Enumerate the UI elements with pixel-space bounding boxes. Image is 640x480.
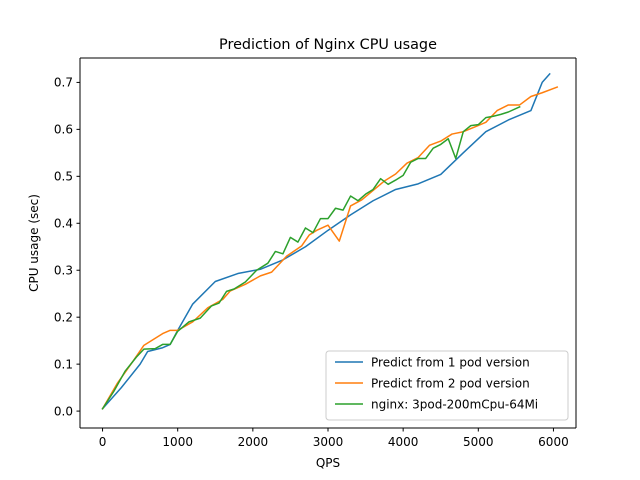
x-tick-label: 0 xyxy=(99,435,107,449)
x-tick-label: 6000 xyxy=(538,435,569,449)
x-axis-ticks: 0 1000 2000 3000 4000 5000 6000 xyxy=(99,428,569,449)
legend-label-3: nginx: 3pod-200mCpu-64Mi xyxy=(371,397,538,411)
x-tick-label: 1000 xyxy=(162,435,193,449)
chart-title: Prediction of Nginx CPU usage xyxy=(219,37,437,53)
y-axis-label: CPU usage (sec) xyxy=(27,194,41,292)
y-tick-label: 0.7 xyxy=(54,76,73,90)
y-axis-ticks: 0.0 0.1 0.2 0.3 0.4 0.5 0.6 0.7 xyxy=(54,76,80,418)
legend: Predict from 1 pod version Predict from 2… xyxy=(325,350,569,421)
y-tick-label: 0.3 xyxy=(54,264,73,278)
x-axis-label: QPS xyxy=(316,456,340,470)
y-tick-label: 0.6 xyxy=(54,123,73,137)
y-tick-label: 0.5 xyxy=(54,170,73,184)
y-tick-label: 0.1 xyxy=(54,357,73,371)
series-line-3 xyxy=(101,105,521,410)
x-tick-label: 3000 xyxy=(313,435,344,449)
x-tick-label: 5000 xyxy=(463,435,494,449)
x-tick-label: 2000 xyxy=(238,435,269,449)
legend-label-2: Predict from 2 pod version xyxy=(371,376,530,390)
series-layer xyxy=(101,72,559,410)
y-tick-label: 0.4 xyxy=(54,217,73,231)
y-tick-label: 0.2 xyxy=(54,310,73,324)
legend-box xyxy=(325,350,569,421)
y-tick-label: 0.0 xyxy=(54,404,73,418)
legend-label-1: Predict from 1 pod version xyxy=(371,355,530,369)
series-line-1 xyxy=(101,72,551,410)
x-tick-label: 4000 xyxy=(388,435,419,449)
